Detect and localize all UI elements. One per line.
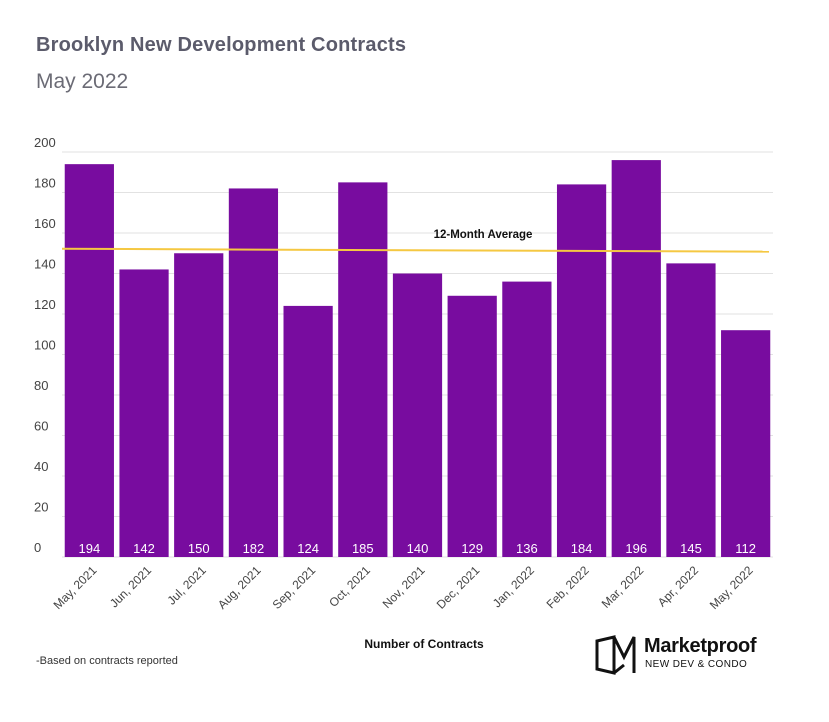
y-tick-label: 60 xyxy=(34,419,48,434)
bar xyxy=(228,188,279,557)
x-tick-label: May, 2022 xyxy=(707,563,756,612)
data-label: 145 xyxy=(680,541,702,556)
footnote: -Based on contracts reported xyxy=(36,655,178,667)
chart-subtitle: May 2022 xyxy=(36,70,129,93)
data-label: 185 xyxy=(352,541,374,556)
x-tick-label: Jul, 2021 xyxy=(165,563,210,608)
data-label: 182 xyxy=(243,541,265,556)
bar xyxy=(447,295,497,557)
y-tick-label: 20 xyxy=(34,500,48,515)
y-tick-label: 100 xyxy=(34,338,56,353)
average-line-label: 12-Month Average xyxy=(434,229,533,241)
y-tick-label: 140 xyxy=(34,257,56,272)
data-label: 136 xyxy=(516,541,538,556)
x-tick-label: Mar, 2022 xyxy=(599,563,647,611)
bar xyxy=(338,182,388,557)
data-label: 129 xyxy=(461,541,483,556)
x-tick-label: Aug, 2021 xyxy=(215,563,264,612)
data-label: 112 xyxy=(735,541,756,556)
x-tick-label: May, 2021 xyxy=(51,563,100,612)
x-tick-label: Nov, 2021 xyxy=(380,563,428,611)
bar xyxy=(556,184,607,557)
logo-tagline: NEW DEV & CONDO xyxy=(645,659,748,670)
bar xyxy=(611,160,661,557)
bar xyxy=(174,253,224,557)
y-tick-label: 0 xyxy=(34,540,41,555)
x-tick-label: Jun, 2021 xyxy=(107,563,154,610)
x-tick-label: Sep, 2021 xyxy=(270,563,319,612)
x-tick-label: Dec, 2021 xyxy=(434,563,483,612)
average-line xyxy=(61,247,770,253)
x-axis-label: Number of Contracts xyxy=(364,637,484,651)
logo-name: Marketproof xyxy=(644,635,757,657)
x-tick-label: Jan, 2022 xyxy=(490,563,537,610)
data-label: 150 xyxy=(188,541,210,556)
bar xyxy=(119,269,169,557)
marketproof-logo-icon xyxy=(595,635,636,675)
bar xyxy=(721,330,771,557)
y-tick-label: 160 xyxy=(34,216,56,231)
data-label: 140 xyxy=(407,541,429,556)
x-tick-label: Feb, 2022 xyxy=(544,563,592,611)
y-tick-label: 80 xyxy=(34,378,48,393)
data-label: 184 xyxy=(571,541,593,556)
marketproof-logo: Marketproof NEW DEV & CONDO xyxy=(594,633,784,677)
data-label: 124 xyxy=(297,541,319,556)
y-tick-label: 200 xyxy=(34,135,56,150)
x-tick-label: Oct, 2021 xyxy=(326,563,373,610)
bar xyxy=(283,305,333,557)
y-tick-label: 120 xyxy=(34,297,56,312)
bar xyxy=(64,164,114,557)
bar xyxy=(392,273,443,557)
data-label: 194 xyxy=(78,541,100,556)
data-label: 196 xyxy=(625,541,647,556)
y-tick-label: 40 xyxy=(34,459,48,474)
y-tick-label: 180 xyxy=(34,176,56,191)
chart-title: Brooklyn New Development Contracts xyxy=(36,34,407,56)
bar xyxy=(666,263,716,557)
bar xyxy=(502,281,552,557)
data-label: 142 xyxy=(133,541,155,556)
x-tick-label: Apr, 2022 xyxy=(655,563,701,609)
